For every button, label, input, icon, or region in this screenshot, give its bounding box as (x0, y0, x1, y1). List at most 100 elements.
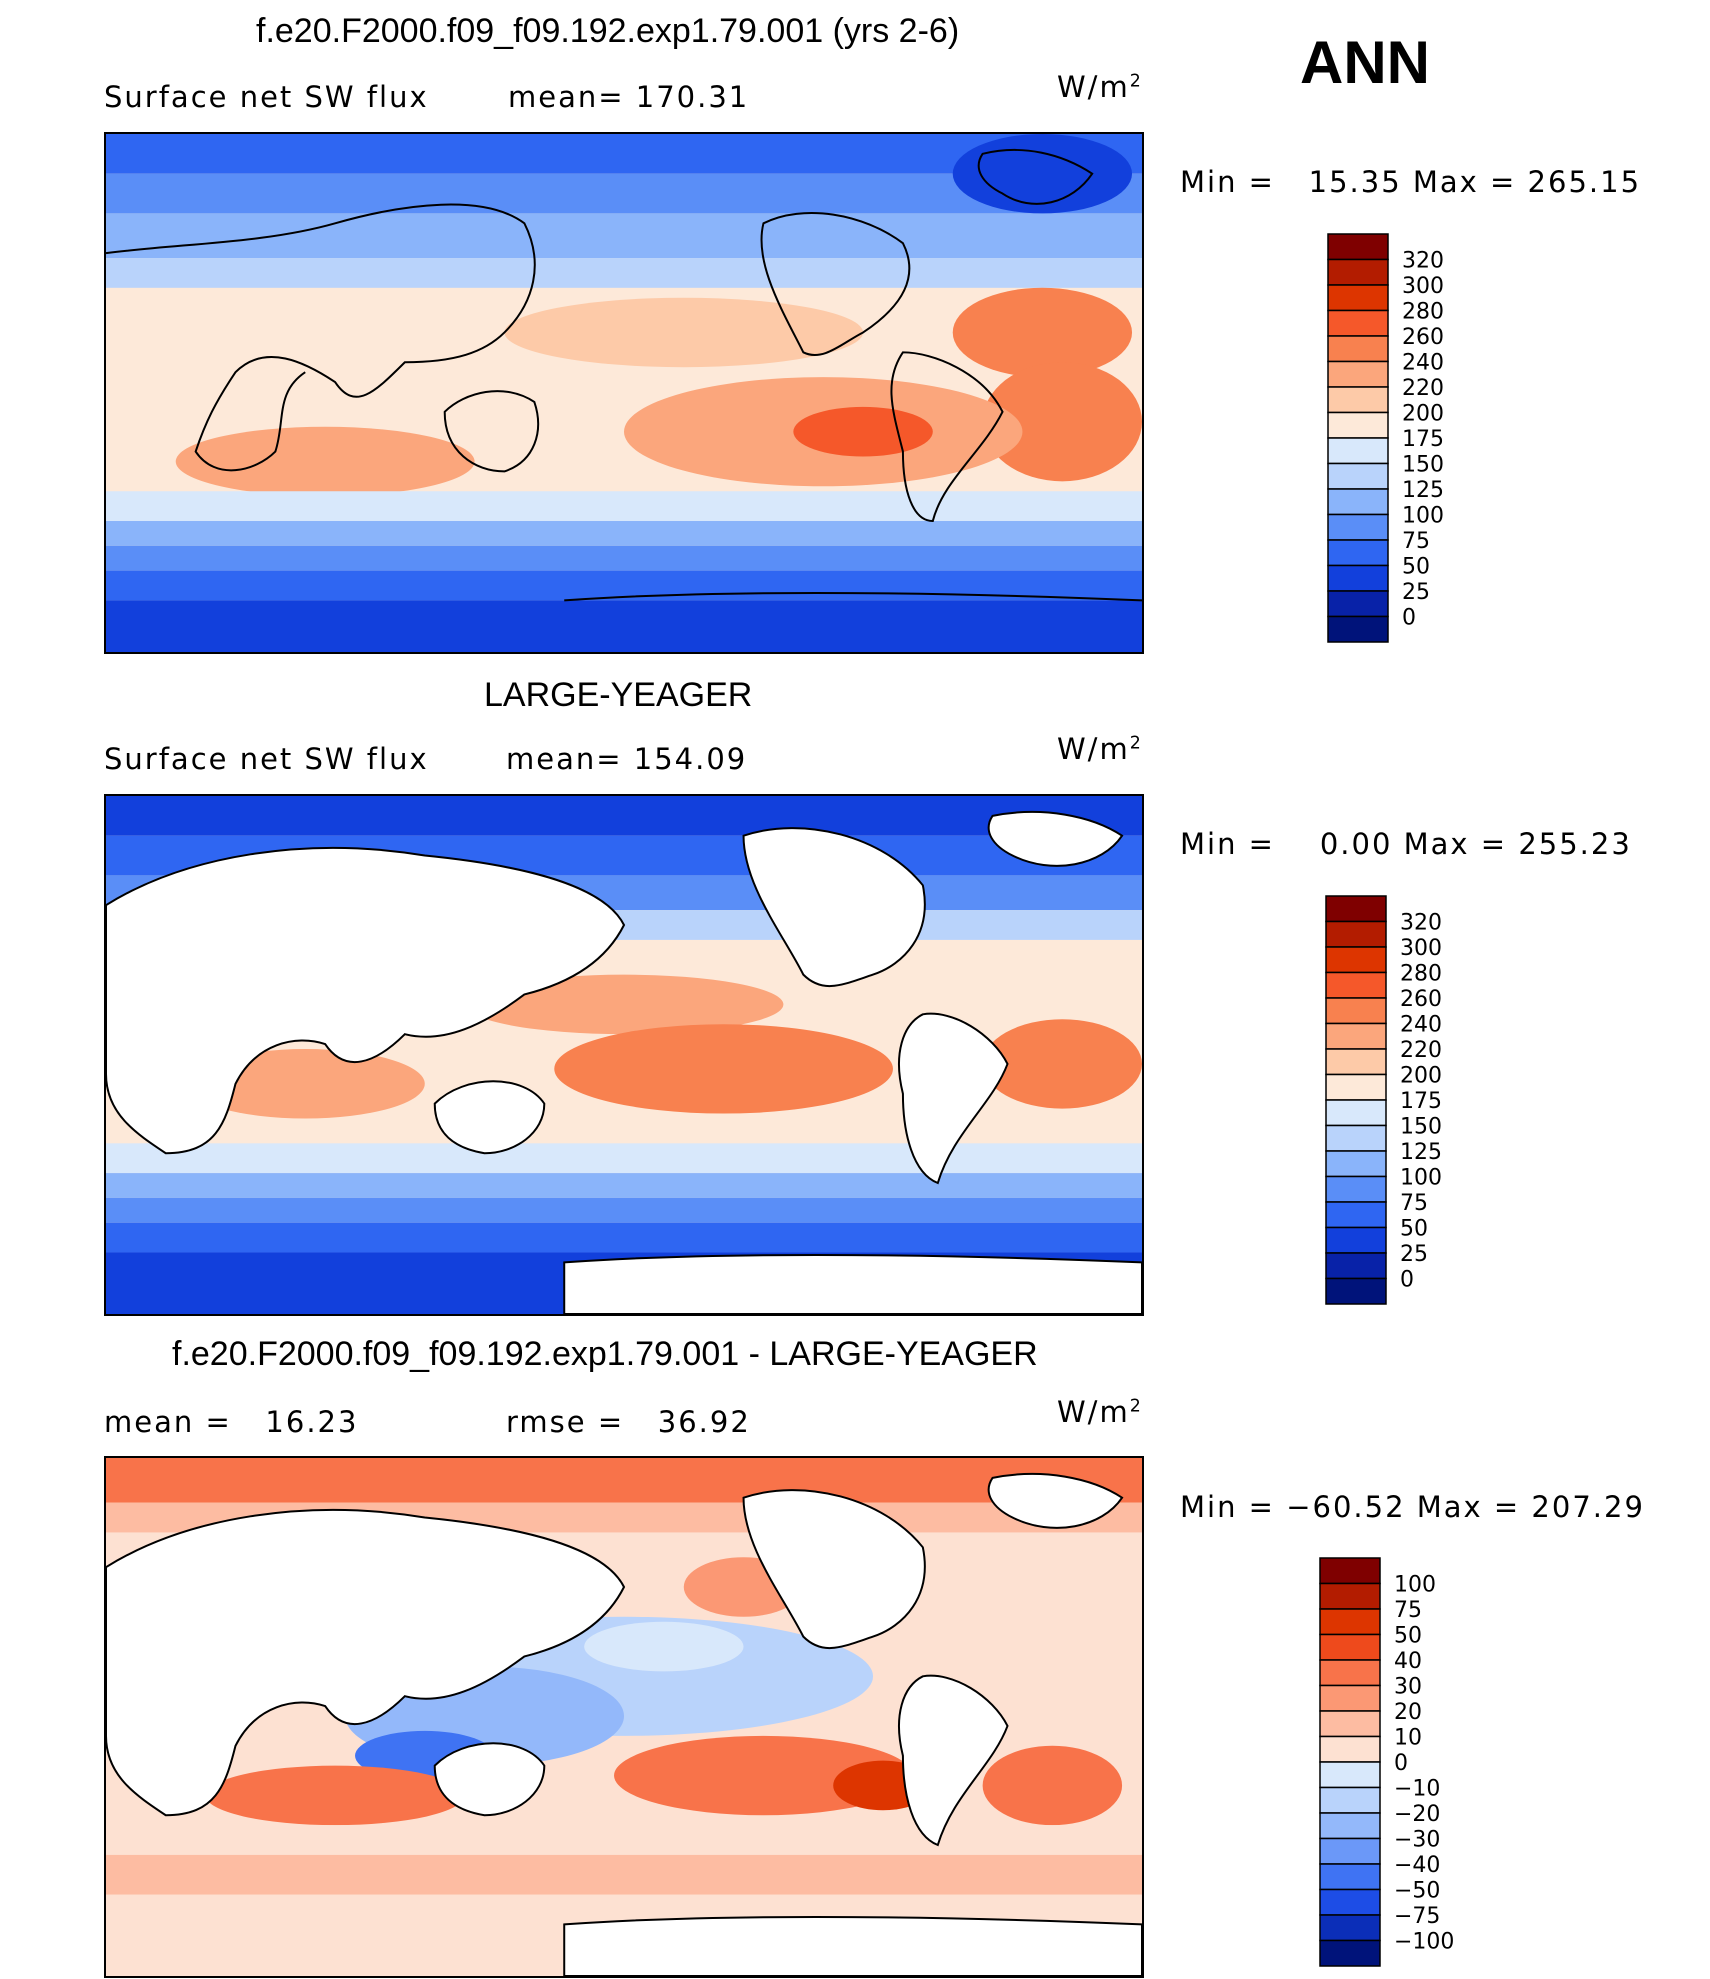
colorbar-level-label: 220 (1402, 376, 1444, 401)
colorbar-swatch (1327, 411, 1389, 439)
colorbar-level-label: 260 (1402, 325, 1444, 350)
colorbar-swatch (1325, 971, 1387, 999)
panel3-units: W/m2 (1057, 1395, 1143, 1429)
colorbar-level-label: 240 (1400, 1013, 1442, 1038)
panel2-variable-label: Surface net SW flux (104, 742, 429, 776)
panel3-units-base: W/m (1057, 1395, 1130, 1429)
colorbar-swatch (1325, 1277, 1387, 1305)
colorbar-level-label: 50 (1400, 1217, 1428, 1242)
colorbar-swatch (1327, 258, 1389, 286)
colorbar-swatch (1327, 590, 1389, 618)
colorbar-level-label: −10 (1394, 1777, 1440, 1802)
colorbar-level-label: 240 (1402, 351, 1444, 376)
colorbar-swatch (1325, 1048, 1387, 1076)
colorbar-swatch (1325, 1252, 1387, 1280)
panel2-units: W/m2 (1057, 732, 1143, 766)
colorbar-level-label: 10 (1394, 1726, 1422, 1751)
colorbar-level-label: 200 (1400, 1064, 1442, 1089)
colorbar-swatch (1327, 539, 1389, 567)
colorbar-level-label: 280 (1402, 300, 1444, 325)
colorbar-swatch (1319, 1888, 1381, 1916)
colorbar-level-label: 320 (1400, 911, 1442, 936)
colorbar-swatch (1325, 1201, 1387, 1229)
colorbar-level-label: 260 (1400, 987, 1442, 1012)
panel1-colorbar: 320 300 280 260 240 220 200 175 150 125 100 75 50 25 0 (1327, 233, 1508, 644)
colorbar-level-label: 100 (1400, 1166, 1442, 1191)
colorbar-level-label: 40 (1394, 1649, 1422, 1674)
colorbar-level-label: 300 (1402, 274, 1444, 299)
panel2-colorbar: 320 300 280 260 240 220 200 175 150 125 100 75 50 25 0 (1325, 895, 1506, 1306)
panel1-minmax: Min = 15.35 Max = 265.15 (1180, 165, 1642, 199)
colorbar-level-label: 75 (1400, 1191, 1428, 1216)
colorbar-swatch (1319, 1710, 1381, 1738)
colorbar-swatch (1327, 335, 1389, 363)
colorbar-level-label: 300 (1400, 936, 1442, 961)
panel3-minmax: Min = −60.52 Max = 207.29 (1180, 1490, 1645, 1524)
colorbar-swatch (1325, 997, 1387, 1025)
colorbar-swatch (1319, 1659, 1381, 1687)
colorbar-level-label: 220 (1400, 1038, 1442, 1063)
colorbar-swatch (1325, 1226, 1387, 1254)
colorbar-swatch (1327, 437, 1389, 465)
colorbar-swatch (1327, 564, 1389, 592)
colorbar-swatch (1327, 233, 1389, 261)
colorbar-level-label: −50 (1394, 1879, 1440, 1904)
panel1-units-base: W/m (1057, 70, 1130, 104)
colorbar-swatch (1325, 1073, 1387, 1101)
panel1-map (104, 132, 1144, 654)
colorbar-swatch (1327, 488, 1389, 516)
colorbar-swatch (1325, 946, 1387, 974)
colorbar-level-label: 0 (1402, 606, 1416, 631)
colorbar-swatch (1325, 1099, 1387, 1127)
season-label: ANN (1300, 29, 1430, 96)
panel1-units-exp: 2 (1129, 71, 1143, 92)
colorbar-level-label: 100 (1394, 1573, 1436, 1598)
colorbar-level-label: 100 (1402, 504, 1444, 529)
colorbar-swatch (1327, 615, 1389, 643)
colorbar-level-label: 175 (1400, 1089, 1442, 1114)
colorbar-swatch (1325, 895, 1387, 923)
colorbar-swatch (1319, 1557, 1381, 1585)
colorbar-swatch (1319, 1786, 1381, 1814)
colorbar-level-label: 50 (1402, 555, 1430, 580)
panel2-mean: mean= 154.09 (506, 742, 748, 776)
colorbar-swatch (1319, 1863, 1381, 1891)
panel2-units-exp: 2 (1129, 733, 1143, 754)
colorbar-swatch (1319, 1812, 1381, 1840)
colorbar-level-label: 150 (1400, 1115, 1442, 1140)
panel1-mean: mean= 170.31 (508, 80, 750, 114)
colorbar-swatch (1319, 1914, 1381, 1942)
colorbar-level-label: 320 (1402, 249, 1444, 274)
colorbar-swatch (1327, 513, 1389, 541)
colorbar-level-label: 280 (1400, 962, 1442, 987)
colorbar-level-label: −40 (1394, 1853, 1440, 1878)
colorbar-swatch (1325, 1175, 1387, 1203)
panel3-title: f.e20.F2000.f09_f09.192.exp1.79.001 - LA… (172, 1335, 1038, 1373)
colorbar-level-label: 175 (1402, 427, 1444, 452)
colorbar-swatch (1325, 920, 1387, 948)
colorbar-swatch (1325, 1124, 1387, 1152)
colorbar-swatch (1319, 1608, 1381, 1636)
colorbar-swatch (1325, 1022, 1387, 1050)
colorbar-level-label: 125 (1402, 478, 1444, 503)
colorbar-swatch (1319, 1582, 1381, 1610)
panel3-mean: mean = 16.23 (104, 1405, 359, 1439)
panel2-units-base: W/m (1057, 732, 1130, 766)
panel2-map (104, 794, 1144, 1316)
colorbar-level-label: 25 (1400, 1242, 1428, 1267)
colorbar-swatch (1319, 1735, 1381, 1763)
colorbar-swatch (1319, 1939, 1381, 1967)
colorbar-level-label: −20 (1394, 1802, 1440, 1827)
colorbar-swatch (1319, 1633, 1381, 1661)
colorbar-swatch (1325, 1150, 1387, 1178)
panel1-units: W/m2 (1057, 70, 1143, 104)
colorbar-level-label: 30 (1394, 1675, 1422, 1700)
colorbar-level-label: −100 (1394, 1930, 1454, 1955)
colorbar-level-label: 150 (1402, 453, 1444, 478)
colorbar-swatch (1327, 284, 1389, 312)
colorbar-swatch (1327, 462, 1389, 490)
colorbar-level-label: 50 (1394, 1624, 1422, 1649)
panel3-rmse: rmse = 36.92 (506, 1405, 751, 1439)
colorbar-swatch (1327, 360, 1389, 388)
colorbar-swatch (1319, 1684, 1381, 1712)
